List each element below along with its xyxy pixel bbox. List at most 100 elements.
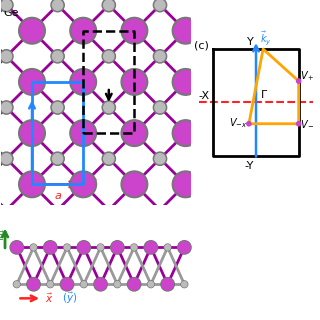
Circle shape: [172, 120, 199, 147]
Circle shape: [98, 245, 103, 250]
Circle shape: [1, 51, 12, 61]
Circle shape: [21, 20, 43, 42]
Circle shape: [48, 282, 53, 287]
Circle shape: [297, 122, 301, 126]
Circle shape: [121, 68, 148, 95]
Circle shape: [155, 51, 165, 61]
Text: (c): (c): [194, 40, 209, 50]
Circle shape: [44, 242, 56, 253]
Text: -Y: -Y: [245, 161, 254, 171]
Circle shape: [104, 51, 114, 61]
Circle shape: [0, 50, 13, 63]
Circle shape: [19, 171, 45, 198]
Circle shape: [104, 154, 114, 164]
Circle shape: [21, 173, 43, 196]
Circle shape: [52, 154, 63, 164]
Circle shape: [51, 152, 64, 165]
Text: $\vec{x}$: $\vec{x}$: [45, 292, 54, 305]
Circle shape: [123, 71, 146, 93]
Circle shape: [70, 17, 97, 44]
Circle shape: [60, 277, 74, 291]
Circle shape: [102, 50, 116, 63]
Circle shape: [70, 120, 97, 147]
Text: $(\vec{y})$: $(\vec{y})$: [62, 291, 77, 306]
Circle shape: [61, 279, 73, 290]
Circle shape: [181, 281, 188, 288]
Circle shape: [14, 282, 20, 287]
Circle shape: [172, 68, 199, 95]
Circle shape: [111, 241, 124, 254]
Circle shape: [164, 244, 171, 251]
Circle shape: [121, 17, 148, 44]
Text: -X: -X: [199, 91, 210, 100]
Circle shape: [104, 0, 114, 10]
Circle shape: [162, 279, 173, 290]
Circle shape: [52, 51, 63, 61]
Circle shape: [179, 242, 190, 253]
Circle shape: [70, 171, 97, 198]
Circle shape: [297, 79, 301, 83]
Circle shape: [114, 281, 121, 288]
Text: $a$: $a$: [53, 191, 62, 201]
Text: $V_+$: $V_+$: [300, 69, 315, 83]
Circle shape: [131, 244, 138, 251]
Circle shape: [19, 17, 45, 44]
Circle shape: [153, 152, 167, 165]
Circle shape: [94, 277, 107, 291]
Text: Y: Y: [247, 37, 254, 47]
Circle shape: [121, 120, 148, 147]
Circle shape: [155, 102, 165, 113]
Circle shape: [102, 152, 116, 165]
Circle shape: [1, 102, 12, 113]
Circle shape: [172, 17, 199, 44]
Circle shape: [112, 242, 123, 253]
Circle shape: [11, 242, 22, 253]
Circle shape: [153, 50, 167, 63]
Circle shape: [81, 282, 86, 287]
Circle shape: [155, 154, 165, 164]
Circle shape: [30, 244, 37, 251]
Circle shape: [115, 282, 120, 287]
Text: $\vec{x}$: $\vec{x}$: [89, 178, 98, 191]
Circle shape: [78, 242, 90, 253]
Circle shape: [31, 245, 36, 250]
Circle shape: [51, 101, 64, 114]
Circle shape: [72, 122, 94, 144]
Circle shape: [13, 281, 20, 288]
Circle shape: [95, 279, 106, 290]
Circle shape: [28, 279, 39, 290]
Circle shape: [1, 154, 12, 164]
Circle shape: [128, 279, 140, 290]
Circle shape: [172, 171, 199, 198]
Text: $\vec{k}_y$: $\vec{k}_y$: [260, 30, 272, 47]
Text: $\Gamma$: $\Gamma$: [260, 88, 268, 100]
Circle shape: [165, 245, 170, 250]
Circle shape: [44, 241, 57, 254]
Circle shape: [178, 241, 191, 254]
Text: $\vec{y}$: $\vec{y}$: [18, 125, 27, 141]
Circle shape: [174, 122, 197, 144]
Circle shape: [52, 102, 63, 113]
Circle shape: [72, 71, 94, 93]
Circle shape: [144, 241, 157, 254]
Circle shape: [51, 50, 64, 63]
Circle shape: [148, 282, 154, 287]
Circle shape: [174, 173, 197, 196]
Circle shape: [121, 171, 148, 198]
Circle shape: [80, 281, 87, 288]
Text: Ge: Ge: [4, 8, 19, 18]
Circle shape: [161, 277, 174, 291]
Text: $\vec{z}$: $\vec{z}$: [0, 229, 6, 243]
Circle shape: [0, 0, 13, 12]
Circle shape: [132, 245, 137, 250]
Circle shape: [64, 244, 70, 251]
Circle shape: [19, 120, 45, 147]
Circle shape: [153, 101, 167, 114]
Circle shape: [1, 0, 12, 10]
Circle shape: [102, 101, 116, 114]
Circle shape: [51, 0, 64, 12]
Circle shape: [153, 0, 167, 12]
Circle shape: [21, 71, 43, 93]
Circle shape: [0, 101, 13, 114]
Circle shape: [104, 102, 114, 113]
